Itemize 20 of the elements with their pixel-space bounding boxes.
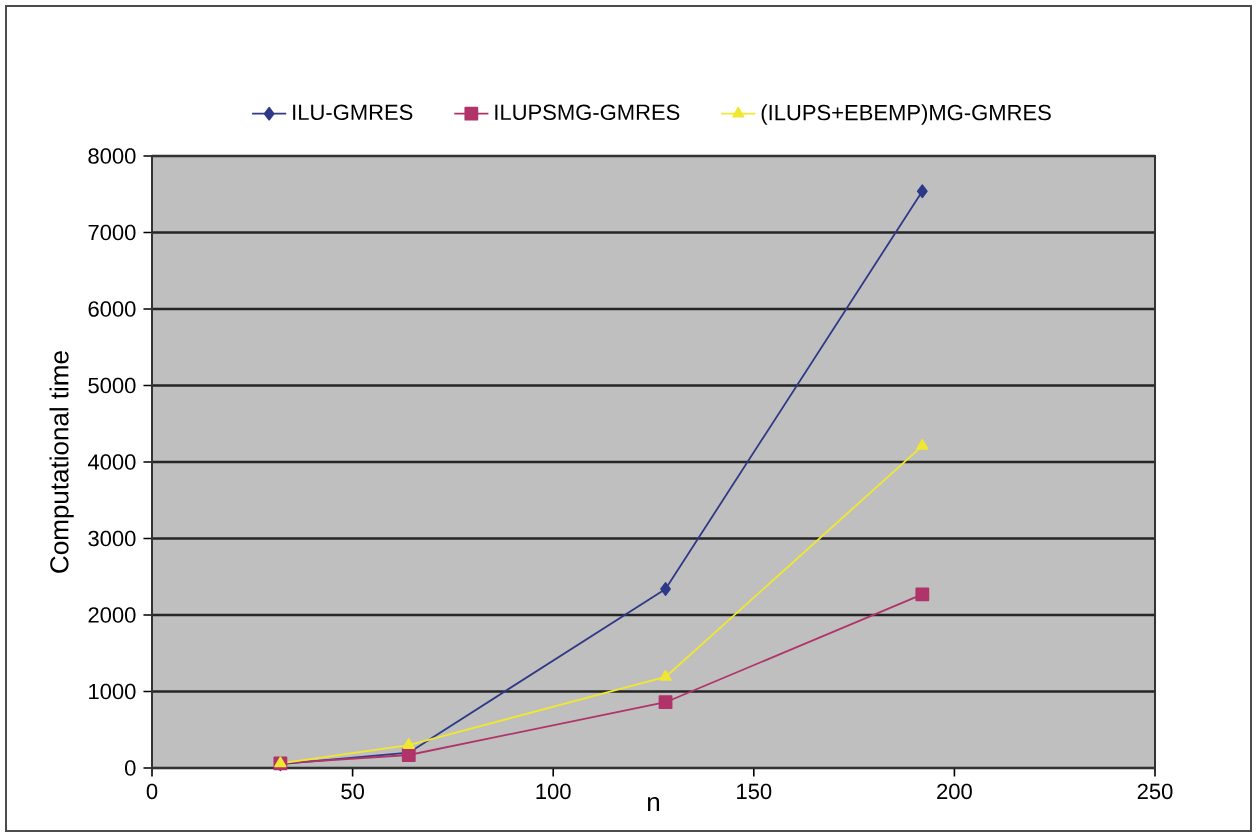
y-tick-label: 3000	[88, 530, 136, 547]
y-tick-label: 4000	[87, 454, 136, 470]
y-tick-label: 1000	[89, 683, 136, 700]
y-tick-label: 8000	[88, 148, 136, 164]
legend-label: ILU-GMRES	[293, 104, 413, 121]
x-tick-label: 50	[341, 783, 364, 800]
x-tick-label: 250	[1137, 783, 1173, 800]
y-axis-title: Computational time	[49, 351, 74, 573]
y-tick-label: 5000	[88, 377, 136, 394]
y-tick-label: 0	[125, 760, 136, 776]
x-tick-label: 0	[146, 783, 158, 800]
legend-label: (ILUPS+EBEMP)MG-GMRES	[761, 104, 1051, 125]
legend-label: ILUPSMG-GMRES	[495, 104, 680, 121]
y-tick-label: 6000	[88, 301, 136, 317]
x-axis-title: n	[648, 796, 660, 811]
y-tick-label: 2000	[88, 607, 136, 623]
x-tick-label: 100	[536, 783, 571, 800]
x-tick-label: 200	[937, 783, 972, 800]
x-tick-label: 150	[737, 783, 772, 800]
y-tick-label: 7000	[88, 224, 136, 241]
